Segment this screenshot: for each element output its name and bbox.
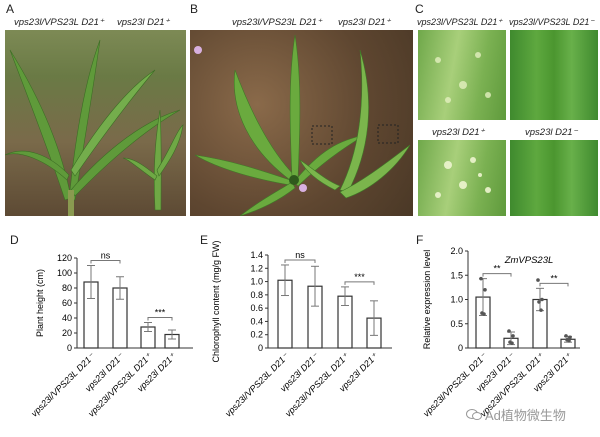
watermark: Ad植物微生物 bbox=[466, 405, 566, 424]
significance-label-f-1: ** bbox=[493, 264, 501, 274]
panel-letter-f: F bbox=[416, 233, 424, 247]
y-tick-label-d: 100 bbox=[57, 268, 72, 278]
y-tick-label-e: 0.4 bbox=[250, 316, 263, 326]
data-point-f-3 bbox=[536, 278, 540, 282]
label-b-2: vps23l D21⁺ bbox=[338, 17, 391, 28]
y-tick-label-f: 1.5 bbox=[450, 270, 463, 280]
y-tick-label-f: 1.0 bbox=[450, 295, 463, 305]
data-point-f-3 bbox=[539, 308, 543, 312]
significance-bracket-f-2 bbox=[539, 282, 569, 287]
panel-letter-c: C bbox=[415, 2, 424, 16]
label-b-1: vps23l/VPS23L D21⁺ bbox=[232, 17, 322, 28]
y-tick-label-e: 0.6 bbox=[250, 303, 263, 313]
significance-label-d-2: *** bbox=[155, 308, 166, 318]
y-tick-label-e: 1.0 bbox=[250, 277, 263, 287]
label-a-2: vps23l D21⁺ bbox=[117, 17, 170, 28]
panel-letter-e: E bbox=[200, 233, 209, 247]
y-axis-label-d: Plant height (cm) bbox=[35, 269, 45, 337]
data-point-f-4 bbox=[568, 335, 572, 340]
zoom-box-1 bbox=[311, 125, 333, 145]
y-tick-label-e: 1.2 bbox=[250, 263, 263, 273]
significance-bracket-e-1 bbox=[284, 259, 316, 263]
panel-letter-a: A bbox=[6, 2, 15, 16]
maize-plants-illustration bbox=[5, 39, 184, 216]
y-tick-label-e: 0.2 bbox=[250, 330, 263, 340]
data-point-f-3 bbox=[540, 297, 544, 302]
wechat-icon bbox=[466, 409, 482, 420]
significance-label-e-2: *** bbox=[354, 272, 365, 282]
label-c-1: vps23l/VPS23L D21⁺ bbox=[417, 17, 503, 27]
photo-c-leaf-1 bbox=[418, 30, 506, 120]
data-point-f-3 bbox=[537, 300, 541, 304]
significance-label-e-1: ns bbox=[295, 250, 305, 260]
maize-plants-top-illustration bbox=[194, 34, 411, 216]
significance-bracket-d-2 bbox=[147, 317, 173, 321]
label-c-3: vps23l D21⁺ bbox=[432, 127, 485, 138]
significance-label-f-2: ** bbox=[550, 273, 558, 283]
label-c-2: vps23l/VPS23L D21⁻ bbox=[509, 17, 595, 27]
y-tick-label-f: 2.0 bbox=[450, 246, 463, 256]
y-tick-label-f: 0 bbox=[458, 343, 463, 353]
y-tick-label-d: 80 bbox=[62, 283, 72, 293]
label-c-4: vps23l D21⁻ bbox=[525, 127, 578, 138]
data-point-f-4 bbox=[567, 338, 571, 343]
y-axis-label-e: Chlorophyll content (mg/g FW) bbox=[211, 240, 221, 362]
data-point-f-1 bbox=[479, 276, 483, 281]
data-point-f-1 bbox=[482, 312, 486, 316]
y-tick-label-e: 1.4 bbox=[250, 250, 263, 260]
significance-bracket-f-1 bbox=[482, 273, 512, 277]
photo-c-leaf-4 bbox=[510, 140, 598, 216]
significance-bracket-d-1 bbox=[90, 260, 121, 264]
y-axis-label-f: Relative expression level bbox=[422, 250, 432, 350]
significance-bracket-e-2 bbox=[344, 281, 375, 285]
photo-a-maize-plants bbox=[5, 30, 186, 216]
zoom-box-2 bbox=[377, 124, 399, 144]
panel-letter-d: D bbox=[10, 233, 19, 247]
chart-title-f: ZmVPS23L bbox=[504, 255, 554, 266]
photo-c-leaf-2 bbox=[510, 30, 598, 120]
data-point-f-1 bbox=[483, 288, 487, 292]
y-tick-label-d: 60 bbox=[62, 298, 72, 308]
y-tick-label-e: 0 bbox=[258, 343, 263, 353]
data-point-f-2 bbox=[507, 329, 511, 333]
photo-b-maize-plants-top-view bbox=[190, 30, 413, 216]
panel-letter-b: B bbox=[190, 2, 199, 16]
y-tick-label-e: 0.8 bbox=[250, 290, 263, 300]
data-point-f-2 bbox=[510, 341, 514, 345]
photo-c-leaf-3 bbox=[418, 140, 506, 216]
y-tick-label-d: 20 bbox=[62, 328, 72, 338]
y-tick-label-f: 0.5 bbox=[450, 319, 463, 329]
label-a-1: vps23l/VPS23L D21⁺ bbox=[14, 17, 104, 28]
y-tick-label-d: 0 bbox=[67, 343, 72, 353]
y-tick-label-d: 120 bbox=[57, 253, 72, 263]
significance-label-d-1: ns bbox=[101, 251, 111, 261]
data-point-f-4 bbox=[564, 334, 568, 338]
data-point-f-2 bbox=[511, 334, 515, 338]
y-tick-label-d: 40 bbox=[62, 313, 72, 323]
watermark-text: Ad植物微生物 bbox=[485, 408, 566, 423]
